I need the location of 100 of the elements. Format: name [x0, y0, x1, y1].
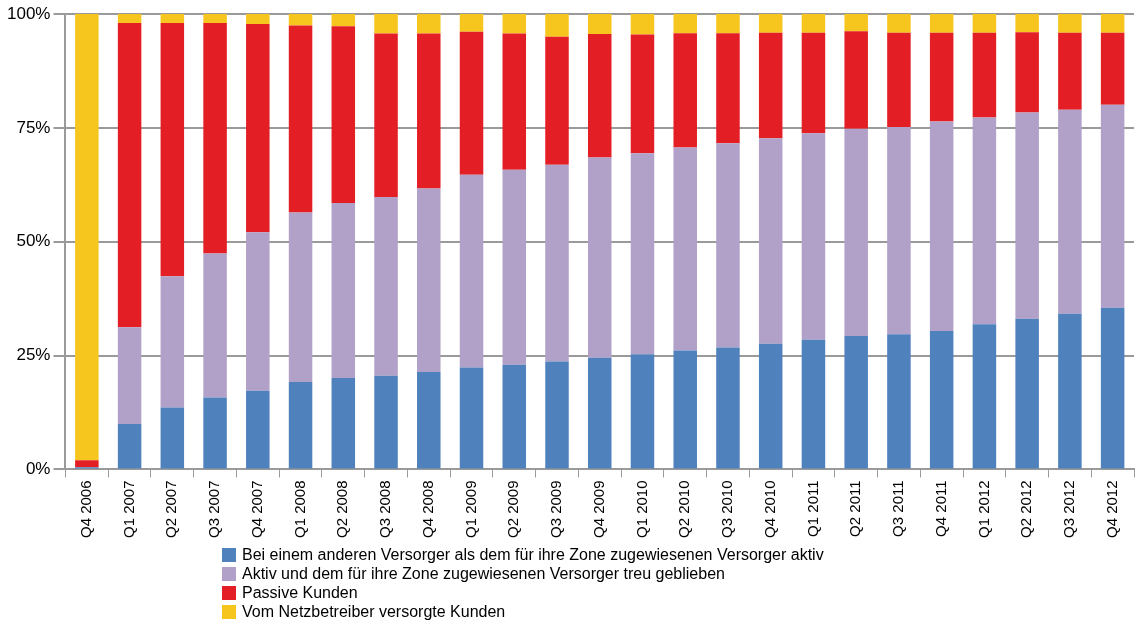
x-tick-label: Q2 2008 [333, 480, 351, 538]
bar [1015, 14, 1039, 33]
x-tick-label: Q3 2010 [718, 480, 736, 538]
bar [630, 153, 655, 355]
bar [758, 343, 783, 469]
bar [929, 331, 954, 469]
bar [203, 397, 227, 469]
bar [929, 121, 954, 331]
bar [117, 327, 142, 424]
bar [160, 14, 185, 24]
bar [331, 203, 356, 378]
bar [673, 14, 697, 34]
bar [844, 128, 868, 337]
bar [417, 371, 441, 469]
bar [716, 33, 740, 144]
bar [459, 14, 484, 32]
bar [246, 390, 270, 469]
y-tick-label: 25% [16, 345, 51, 365]
bar [887, 334, 911, 469]
y-tick-label: 75% [16, 117, 51, 137]
bar [972, 117, 997, 325]
bar [75, 14, 99, 461]
bar [417, 188, 441, 372]
legend-label: Aktiv und dem für ihre Zone zugewiesenen Versorger treu geblieben [242, 564, 725, 583]
x-tick-label: Q3 2009 [547, 480, 565, 538]
bar [203, 23, 227, 254]
bar [502, 14, 527, 34]
x-tick-label: Q4 2008 [418, 480, 436, 538]
bar [459, 174, 484, 368]
bar [1015, 318, 1039, 469]
legend-label: Vom Netzbetreiber versorgte Kunden [242, 602, 506, 621]
x-tick-label: Q4 2007 [247, 480, 265, 538]
bar [331, 14, 356, 27]
bar [929, 14, 954, 33]
bar [288, 25, 313, 213]
bar [887, 126, 911, 335]
x-tick-label: Q2 2009 [504, 480, 522, 538]
bar [1058, 14, 1082, 33]
bar [117, 423, 142, 469]
x-tick-label: Q4 2010 [760, 480, 778, 538]
bar [758, 14, 783, 33]
y-tick-label: 100% [7, 3, 51, 23]
bar [246, 232, 270, 391]
bar [1058, 109, 1082, 314]
bar [502, 169, 527, 365]
bar [374, 33, 398, 198]
bar [502, 33, 527, 170]
bar [545, 36, 569, 165]
bar [459, 31, 484, 175]
bar [417, 33, 441, 189]
x-tick-label: Q1 2007 [119, 480, 137, 538]
x-tick-label: Q4 2011 [931, 480, 949, 537]
x-tick-label: Q2 2012 [1017, 480, 1035, 538]
bar [1015, 32, 1039, 113]
bar [160, 276, 185, 408]
bar [844, 336, 868, 469]
bar [673, 33, 697, 148]
legend-label: Passive Kunden [242, 583, 358, 602]
bar [545, 14, 569, 37]
bar [801, 339, 826, 469]
bar [160, 23, 185, 277]
bar [331, 377, 356, 469]
bar [716, 14, 740, 34]
bar [844, 14, 868, 32]
bar [801, 32, 826, 134]
bar [117, 14, 142, 24]
bar [630, 354, 655, 469]
bar [630, 34, 655, 154]
x-tick-label: Q1 2010 [632, 480, 650, 538]
bar [887, 14, 911, 33]
bar [1100, 14, 1125, 33]
bar [502, 364, 527, 469]
bar [1100, 307, 1125, 469]
bar [716, 347, 740, 469]
bar [117, 23, 142, 328]
x-tick-label: Q3 2011 [889, 480, 907, 537]
x-tick-label: Q3 2007 [205, 480, 223, 538]
x-tick-label: Q1 2012 [974, 480, 992, 538]
bar [545, 164, 569, 362]
bar [673, 350, 697, 469]
bar [160, 407, 185, 469]
bar [758, 138, 783, 344]
bar [887, 32, 911, 127]
bar [673, 147, 697, 351]
bar [972, 14, 997, 33]
bar [929, 32, 954, 122]
x-tick-label: Q2 2011 [846, 480, 864, 537]
y-tick-label: 0% [25, 459, 51, 479]
bar [459, 367, 484, 469]
bar [1100, 104, 1125, 308]
x-tick-label: Q3 2008 [376, 480, 394, 538]
bar [374, 14, 398, 34]
x-tick-label: Q1 2009 [461, 480, 479, 538]
bar [75, 460, 99, 468]
bar [972, 324, 997, 469]
bar [587, 357, 612, 469]
bar [1058, 313, 1082, 469]
bar [545, 361, 569, 469]
y-tick-label: 50% [16, 231, 51, 251]
bar [630, 14, 655, 35]
